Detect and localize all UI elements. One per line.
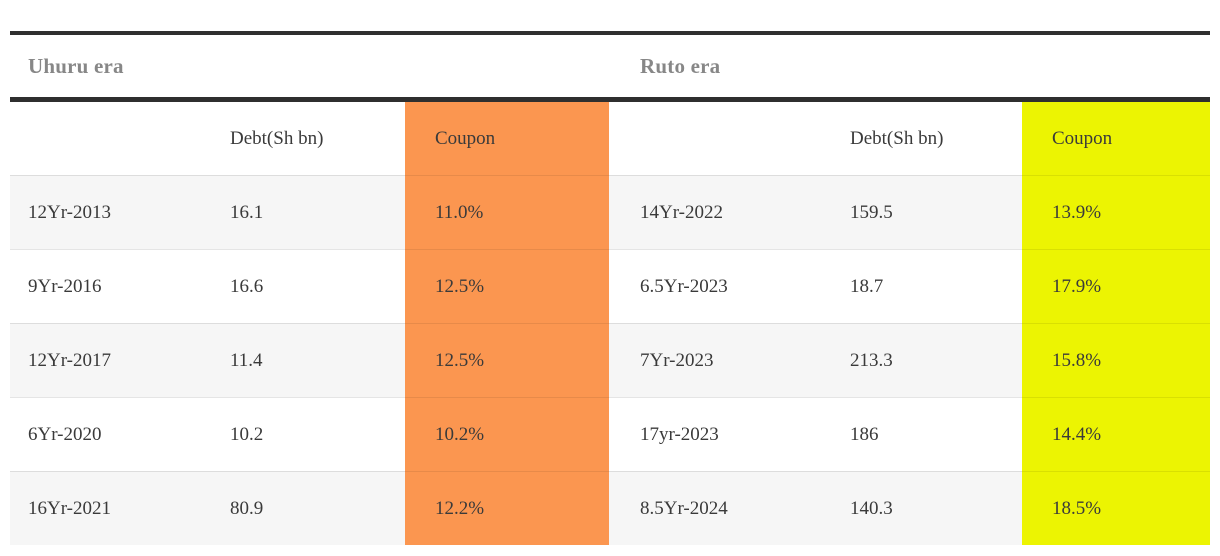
coupon-cell: 11.0% <box>405 175 609 249</box>
tenor-cell: 8.5Yr-2024 <box>609 471 840 545</box>
table-row: 16Yr-2021 80.9 12.2% 8.5Yr-2024 140.3 18… <box>10 471 1210 545</box>
tenor-cell: 14Yr-2022 <box>609 175 840 249</box>
tenor-cell: 12Yr-2017 <box>10 323 220 397</box>
debt-cell: 213.3 <box>840 323 1022 397</box>
debt-cell: 16.6 <box>220 249 405 323</box>
coupon-cell: 15.8% <box>1022 323 1210 397</box>
tenor-cell: 7Yr-2023 <box>609 323 840 397</box>
table-row: 12Yr-2017 11.4 12.5% 7Yr-2023 213.3 15.8… <box>10 323 1210 397</box>
table-container: Uhuru era Ruto era Debt(Sh bn) Coupon De… <box>10 31 1210 545</box>
tenor-cell: 6Yr-2020 <box>10 397 220 471</box>
debt-cell: 10.2 <box>220 397 405 471</box>
section-title-uhuru: Uhuru era <box>28 53 124 78</box>
tenor-cell: 6.5Yr-2023 <box>609 249 840 323</box>
coupon-cell: 12.2% <box>405 471 609 545</box>
debt-cell: 80.9 <box>220 471 405 545</box>
tenor-cell: 9Yr-2016 <box>10 249 220 323</box>
coupon-cell: 12.5% <box>405 323 609 397</box>
top-rule <box>10 31 1210 35</box>
coupon-header-ruto: Coupon <box>1022 102 1210 175</box>
tenor-header-ruto <box>609 102 840 175</box>
debt-cell: 16.1 <box>220 175 405 249</box>
header-divider-rule <box>10 97 1210 102</box>
debt-cell: 186 <box>840 397 1022 471</box>
coupon-cell: 18.5% <box>1022 471 1210 545</box>
coupon-cell: 13.9% <box>1022 175 1210 249</box>
table-row: 9Yr-2016 16.6 12.5% 6.5Yr-2023 18.7 17.9… <box>10 249 1210 323</box>
era-header-band: Uhuru era Ruto era <box>10 35 1210 97</box>
debt-header-uhuru: Debt(Sh bn) <box>230 127 324 149</box>
coupon-cell: 17.9% <box>1022 249 1210 323</box>
column-header-row: Debt(Sh bn) Coupon Debt(Sh bn) Coupon <box>10 102 1210 175</box>
coupon-header-uhuru: Coupon <box>405 102 609 175</box>
coupon-cell: 14.4% <box>1022 397 1210 471</box>
table-row: 6Yr-2020 10.2 10.2% 17yr-2023 186 14.4% <box>10 397 1210 471</box>
tenor-cell: 16Yr-2021 <box>10 471 220 545</box>
debt-cell: 159.5 <box>840 175 1022 249</box>
coupon-cell: 12.5% <box>405 249 609 323</box>
coupon-cell: 10.2% <box>405 397 609 471</box>
debt-cell: 140.3 <box>840 471 1022 545</box>
debt-cell: 18.7 <box>840 249 1022 323</box>
section-title-ruto: Ruto era <box>640 53 721 78</box>
tenor-header-uhuru <box>10 102 220 175</box>
debt-cell: 11.4 <box>220 323 405 397</box>
tenor-cell: 17yr-2023 <box>609 397 840 471</box>
debt-header-ruto: Debt(Sh bn) <box>850 127 944 149</box>
tenor-cell: 12Yr-2013 <box>10 175 220 249</box>
table-row: 12Yr-2013 16.1 11.0% 14Yr-2022 159.5 13.… <box>10 175 1210 249</box>
